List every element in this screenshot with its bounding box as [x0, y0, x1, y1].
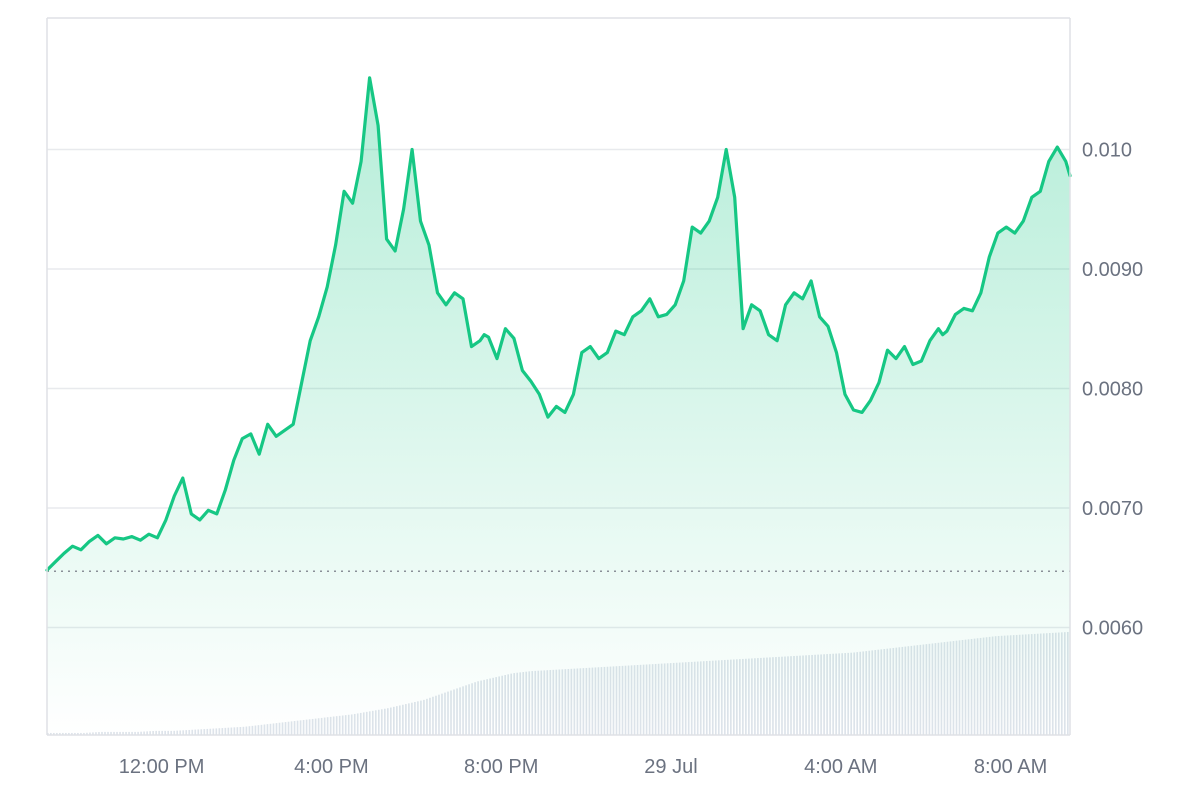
x-tick-label: 29 Jul — [644, 756, 697, 778]
y-axis: 0.0060 0.0070 0.0080 0.0090 0.010 — [1082, 139, 1143, 639]
price-line-layer — [45, 76, 1072, 572]
y-tick-label: 0.0070 — [1082, 498, 1143, 520]
x-tick-label: 4:00 PM — [294, 756, 368, 778]
plot-frame — [46, 17, 1071, 736]
y-tick-label: 0.0060 — [1082, 617, 1143, 639]
x-tick-label: 12:00 PM — [119, 756, 205, 778]
x-tick-label: 4:00 AM — [804, 756, 877, 778]
y-tick-label: 0.010 — [1082, 139, 1132, 161]
x-tick-label: 8:00 AM — [974, 756, 1047, 778]
price-line — [45, 76, 1072, 572]
y-tick-label: 0.0090 — [1082, 259, 1143, 281]
price-area-layer — [47, 77, 1070, 736]
y-tick-label: 0.0080 — [1082, 378, 1143, 400]
x-axis: 12:00 PM 4:00 PM 8:00 PM 29 Jul 4:00 AM 8:00 … — [119, 756, 1047, 778]
x-tick-label: 8:00 PM — [464, 756, 538, 778]
price-area — [47, 77, 1070, 736]
